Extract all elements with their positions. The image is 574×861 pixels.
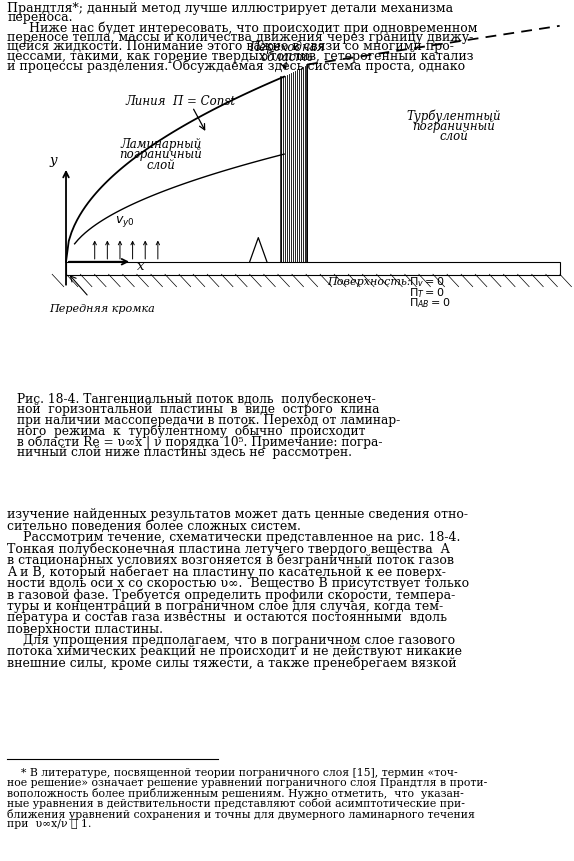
Text: Ниже нас будет интересовать, что происходит при одновременном: Ниже нас будет интересовать, что происхо… xyxy=(29,22,477,35)
Text: при  υ∞x/ν ≫ 1.: при υ∞x/ν ≫ 1. xyxy=(7,819,92,829)
Text: Прандтля*; данный метод лучше иллюстрирует детали механизма: Прандтля*; данный метод лучше иллюстриру… xyxy=(7,2,453,15)
Text: Линия  П = Const: Линия П = Const xyxy=(126,95,236,108)
Text: Тонкая полубесконечная пластина летучего твердого вещества  A: Тонкая полубесконечная пластина летучего… xyxy=(7,542,450,556)
Text: Рис. 18-4. Тангенциальный поток вдоль  полубесконеч-: Рис. 18-4. Тангенциальный поток вдоль по… xyxy=(17,393,376,406)
Text: сительно поведения более сложных систем.: сительно поведения более сложных систем. xyxy=(7,519,301,532)
Text: переносе тепла, массы и количества движения через границу движу-: переносе тепла, массы и количества движе… xyxy=(7,31,474,44)
Text: слой: слой xyxy=(146,158,175,172)
Text: в стационарных условиях возгоняется в безграничный поток газов: в стационарных условиях возгоняется в бе… xyxy=(7,554,455,567)
Text: $\Pi_v = 0$: $\Pi_v = 0$ xyxy=(409,276,445,289)
Text: пограничный: пограничный xyxy=(412,120,495,133)
Text: в газовой фазе. Требуется определить профили скорости, темпера-: в газовой фазе. Требуется определить про… xyxy=(7,588,456,602)
Text: при наличии массопередачи в поток. Переход от ламинар-: при наличии массопередачи в поток. Перех… xyxy=(17,414,401,427)
Text: ближения уравнений сохранения и точны для двумерного ламинарного течения: ближения уравнений сохранения и точны дл… xyxy=(7,808,475,820)
Text: поверхности пластины.: поверхности пластины. xyxy=(7,623,164,635)
Text: и процессы разделения. Обсуждаемая здесь система проста, однако: и процессы разделения. Обсуждаемая здесь… xyxy=(7,59,466,73)
Text: $v_{y0}$: $v_{y0}$ xyxy=(115,214,135,229)
Text: область: область xyxy=(261,51,313,65)
Text: щейся жидкости. Понимание этого важно в связи со многими про-: щейся жидкости. Понимание этого важно в … xyxy=(7,40,455,53)
Text: ного  режима  к  турбулентному  обычно  происходит: ного режима к турбулентному обычно проис… xyxy=(17,424,366,438)
Text: внешние силы, кроме силы тяжести, а также пренебрегаем вязкой: внешние силы, кроме силы тяжести, а такж… xyxy=(7,657,457,670)
Text: переноса.: переноса. xyxy=(7,11,73,24)
Text: в области Re = υ∞x | ν порядка 10⁵. Примечание: погра-: в области Re = υ∞x | ν порядка 10⁵. Прим… xyxy=(17,436,383,449)
Text: Для упрощения предполагаем, что в пограничном слое газового: Для упрощения предполагаем, что в погран… xyxy=(7,634,456,647)
Text: слой: слой xyxy=(439,130,468,144)
Text: воположность более приближенным решениям. Нужно отметить,  что  указан-: воположность более приближенным решениям… xyxy=(7,789,464,799)
Text: пограничный: пограничный xyxy=(119,148,202,162)
Text: потока химических реакций не происходит и не действуют никакие: потока химических реакций не происходит … xyxy=(7,645,463,658)
Text: Ламинарный: Ламинарный xyxy=(120,138,201,152)
Text: ной  горизонтальной  пластины  в  виде  острого  клина: ной горизонтальной пластины в виде остро… xyxy=(17,403,380,417)
Text: Переходная: Переходная xyxy=(249,40,325,54)
Text: Турбулентный: Турбулентный xyxy=(406,109,501,123)
Text: Рассмотрим течение, схематически представленное на рис. 18-4.: Рассмотрим течение, схематически предста… xyxy=(7,531,461,544)
Text: пература и состав газа известны  и остаются постоянными  вдоль: пература и состав газа известны и остают… xyxy=(7,611,448,624)
Text: * В литературе, посвященной теории пограничного слоя [15], термин «точ-: * В литературе, посвященной теории погра… xyxy=(7,768,458,778)
Text: ные уравнения в действительности представляют собой асимптотические при-: ные уравнения в действительности предста… xyxy=(7,798,466,809)
Bar xyxy=(66,262,560,275)
Text: Поверхность:: Поверхность: xyxy=(327,277,411,288)
Text: A и B, который набегает на пластину по касательной к ее поверх-: A и B, который набегает на пластину по к… xyxy=(7,566,447,579)
Text: Передняя кромка: Передняя кромка xyxy=(49,304,155,314)
Text: y: y xyxy=(49,153,57,167)
Text: туры и концентрации в пограничном слое для случая, когда тем-: туры и концентрации в пограничном слое д… xyxy=(7,599,444,612)
Text: ное решение» означает решение уравнений пограничного слоя Прандтля в проти-: ное решение» означает решение уравнений … xyxy=(7,778,488,788)
Text: цессами, такими, как горение твердых топлив, гетерогенный катализ: цессами, такими, как горение твердых топ… xyxy=(7,50,474,63)
Text: $\Pi_T = 0$: $\Pi_T = 0$ xyxy=(409,286,445,300)
Text: x: x xyxy=(137,259,145,273)
Text: ничный слой ниже пластины здесь не  рассмотрен.: ничный слой ниже пластины здесь не рассм… xyxy=(17,446,352,460)
Text: изучение найденных результатов может дать ценные сведения отно-: изучение найденных результатов может дат… xyxy=(7,508,468,521)
Text: $\Pi_{AB} = 0$: $\Pi_{AB} = 0$ xyxy=(409,296,451,310)
Text: ности вдоль оси x со скоростью υ∞.  Вещество B присутствует только: ности вдоль оси x со скоростью υ∞. Вещес… xyxy=(7,577,470,590)
